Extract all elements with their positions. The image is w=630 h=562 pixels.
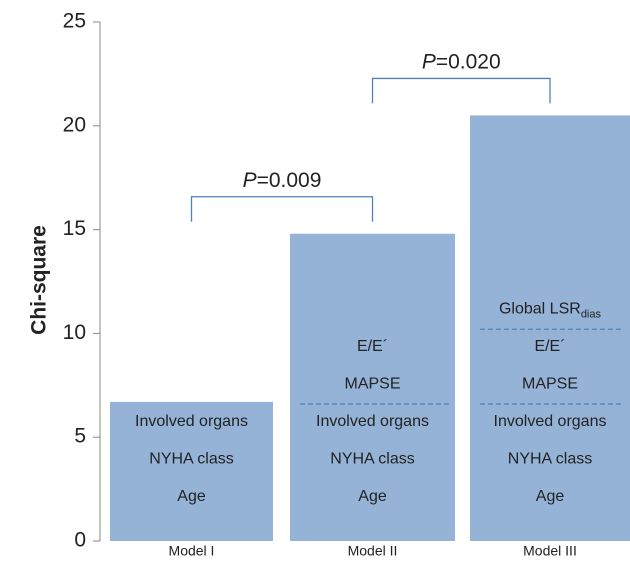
bar-label: Age	[536, 488, 565, 505]
y-axis-title: Chi-square	[28, 225, 51, 335]
p-value-text: =0.020	[436, 50, 501, 73]
p-value-label: P=0.009	[243, 168, 322, 191]
significance-bracket	[190, 196, 374, 222]
bar-label-text: E/E´	[534, 338, 565, 355]
bar	[290, 233, 455, 541]
bar-label-text: Involved organs	[316, 413, 429, 430]
p-value-italic: P	[243, 168, 257, 191]
x-tick-label: Model III	[523, 543, 577, 559]
bar	[470, 115, 630, 542]
p-value-text: =0.009	[257, 168, 322, 191]
bar-label-text: Involved organs	[494, 413, 607, 430]
y-tick-label: 25	[63, 10, 86, 33]
y-tick-label: 5	[74, 425, 86, 448]
bar	[110, 401, 273, 541]
bar-label: MAPSE	[344, 376, 400, 393]
bar-label: Involved organs	[316, 413, 429, 430]
bar-label: Age	[358, 488, 387, 505]
p-value-label: P=0.020	[422, 50, 501, 73]
bar-label: Age	[177, 488, 206, 505]
y-tick-label: 0	[74, 529, 86, 552]
bar-label: Involved organs	[135, 413, 248, 430]
bar-label: NYHA class	[330, 451, 414, 468]
bar-label-text: Age	[358, 488, 387, 505]
bar-label: Global LSRdias	[499, 301, 602, 321]
p-value-italic: P	[422, 50, 436, 73]
significance-bracket	[371, 77, 551, 104]
y-tick-label: 15	[63, 217, 86, 240]
bar-label: MAPSE	[522, 376, 578, 393]
bar-label-text: Age	[177, 488, 206, 505]
bar-label-text: E/E´	[357, 338, 388, 355]
bar-label: Involved organs	[494, 413, 607, 430]
bar-label-text: NYHA class	[508, 451, 592, 468]
x-tick-label: Model II	[348, 543, 398, 559]
y-tick-label: 20	[63, 113, 86, 136]
bar-label-text: MAPSE	[344, 376, 400, 393]
x-tick-label: Model I	[169, 543, 215, 559]
y-tick-label: 10	[63, 321, 86, 344]
bar-label: E/E´	[534, 338, 565, 355]
bar-label: NYHA class	[149, 451, 233, 468]
bar-label: E/E´	[357, 338, 388, 355]
bar-label-subscript: dias	[581, 308, 602, 320]
bar-label: NYHA class	[508, 451, 592, 468]
bar-label-text: NYHA class	[149, 451, 233, 468]
bar-label-text: Involved organs	[135, 413, 248, 430]
bar-label-text: Global LSR	[499, 301, 581, 318]
bar-label-text: Age	[536, 488, 565, 505]
bar-label-text: MAPSE	[522, 376, 578, 393]
bar-label-text: NYHA class	[330, 451, 414, 468]
